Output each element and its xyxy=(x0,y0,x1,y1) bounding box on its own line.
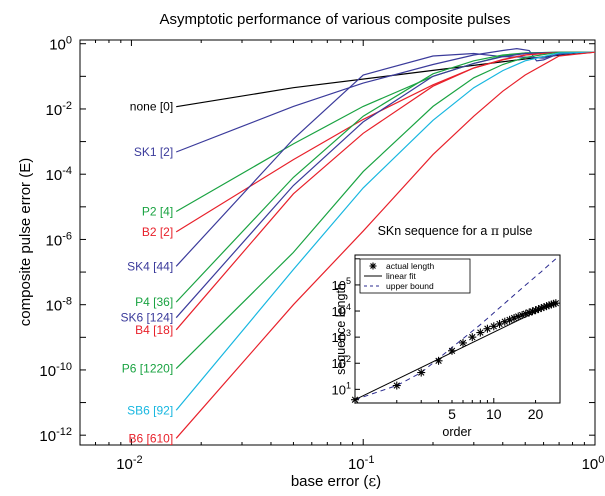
legend-item-label-1: linear fit xyxy=(386,271,416,281)
actual-length-point xyxy=(505,315,514,324)
actual-length-point xyxy=(458,338,467,347)
inset-series-group xyxy=(351,258,560,404)
x-tick-label-2: 100 xyxy=(582,454,605,473)
actual-length-point xyxy=(483,324,492,333)
upper-bound-line xyxy=(354,258,557,401)
y-tick-label-3: 10-6 xyxy=(46,230,72,249)
series-label-8: P6 [1220] xyxy=(122,362,173,376)
actual-length-point xyxy=(468,333,477,342)
series-line-0 xyxy=(176,51,596,108)
series-label-1: SK1 [2] xyxy=(134,145,173,159)
series-label-5: P4 [36] xyxy=(135,295,173,309)
series-label-7: B4 [18] xyxy=(135,323,173,337)
actual-length-point xyxy=(392,381,401,390)
series-label-9: SB6 [92] xyxy=(127,403,173,417)
series-labels-group: none [0] SK1 [2] P2 [4] B2 [2] SK4 [44] P4 [3… xyxy=(120,100,173,446)
series-line-9 xyxy=(175,51,596,411)
inset-y-tick-label-0: 101 xyxy=(332,380,351,397)
legend-item-label-2: upper bound xyxy=(386,281,434,291)
inset-ticks-group: 5 10 20 101 102 103 104 105 xyxy=(332,258,561,422)
inset-y-tick-label-3: 104 xyxy=(332,302,351,319)
actual-length-point xyxy=(551,299,560,308)
series-label-3: B2 [2] xyxy=(142,225,173,239)
x-axis-label: base error (ε) xyxy=(291,472,381,490)
series-label-2: P2 [4] xyxy=(142,204,173,218)
legend-star-marker xyxy=(369,262,377,270)
y-tick-label-4: 10-4 xyxy=(46,165,72,184)
chart-title: Asymptotic performance of various compos… xyxy=(160,11,511,28)
inset-legend-box xyxy=(359,258,471,294)
actual-length-point xyxy=(476,328,485,337)
legend-item-label-0: actual length xyxy=(386,261,434,271)
inset-y-tick-label-4: 105 xyxy=(332,276,351,293)
series-label-10: B6 [610] xyxy=(128,431,173,445)
y-tick-label-1: 10-10 xyxy=(39,361,72,380)
series-line-8 xyxy=(175,51,595,370)
x-tick-label-1: 10-1 xyxy=(348,454,374,473)
series-line-10 xyxy=(175,51,596,439)
actual-length-point xyxy=(448,346,457,355)
y-axis-label: composite pulse error (E) xyxy=(17,158,34,326)
inset-y-axis-label: sequence length xyxy=(334,283,348,375)
inset-x-axis-label: order xyxy=(442,425,471,439)
x-tick-label-0: 10-2 xyxy=(116,454,142,473)
y-tick-label-5: 10-2 xyxy=(46,100,72,119)
inset-x-tick-label-0: 5 xyxy=(448,406,456,422)
actual-length-point xyxy=(434,356,443,365)
inset-x-tick-label-1: 10 xyxy=(486,406,502,422)
inset-y-tick-label-2: 103 xyxy=(332,328,351,345)
actual-length-point xyxy=(417,368,426,377)
main-series-group xyxy=(175,47,596,439)
inset-y-tick-label-1: 102 xyxy=(332,354,351,371)
y-tick-label-0: 10-12 xyxy=(39,426,72,445)
inset-x-tick-label-2: 20 xyxy=(528,406,544,422)
series-label-4: SK4 [44] xyxy=(127,259,173,273)
y-tick-label-6: 100 xyxy=(49,35,72,54)
series-label-0: none [0] xyxy=(130,100,173,114)
inset-title: SKn sequence for a π pulse xyxy=(378,223,533,238)
series-label-6: SK6 [124] xyxy=(120,311,173,325)
y-tick-label-2: 10-8 xyxy=(46,296,72,315)
series-line-7 xyxy=(175,51,595,331)
main-ticks-group: 10-2 10-1 100 10-12 10-10 10-8 10-6 10-4 10-2 100 xyxy=(39,35,604,473)
